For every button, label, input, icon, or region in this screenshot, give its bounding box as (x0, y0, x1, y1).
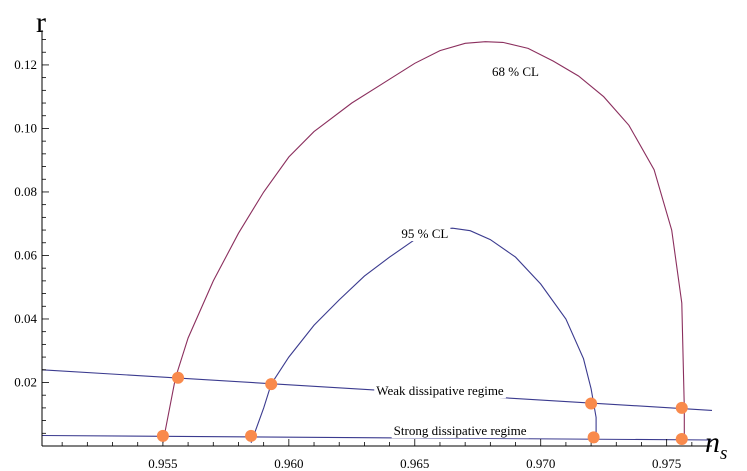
annotation-background (374, 383, 506, 399)
x-axis-title-sub: s (720, 443, 727, 464)
x-axis-title-main: n (705, 426, 720, 459)
annotation-background (490, 64, 542, 80)
intersection-point (265, 378, 278, 391)
x-axis-title: ns (705, 426, 727, 464)
y-tick-label: 0.02 (14, 374, 37, 389)
annotation-background (399, 226, 451, 241)
y-tick-label: 0.12 (14, 57, 37, 72)
y-tick-label: 0.10 (14, 120, 37, 135)
x-tick-label: 0.965 (400, 456, 429, 471)
x-tick-label: 0.970 (526, 456, 555, 471)
intersection-point (675, 433, 688, 446)
intersection-point (585, 397, 598, 410)
intersection-point (172, 371, 185, 384)
annotation-0: 68 % CL (492, 64, 539, 79)
labels-layer: 68 % CL 95 % CL Weak dissipative regime Str… (374, 64, 542, 439)
intersection-point (675, 401, 688, 414)
x-tick-label: 0.955 (148, 456, 177, 471)
series-line-3 (41, 434, 713, 441)
annotation-3: Strong dissipative regime (394, 423, 527, 438)
intersection-point (156, 429, 169, 442)
y-tick-label: 0.06 (14, 247, 37, 262)
intersection-point (587, 431, 600, 444)
y-tick-label: 0.04 (14, 311, 37, 326)
x-tick-label: 0.960 (274, 456, 303, 471)
y-tick-label: 0.08 (14, 184, 37, 199)
annotation-2: Weak dissipative regime (376, 383, 504, 398)
y-axis-title: r (36, 6, 46, 39)
series-line-1 (250, 227, 597, 443)
x-tick-label: 0.975 (652, 456, 681, 471)
annotation-1: 95 % CL (401, 226, 448, 241)
intersection-point (245, 429, 258, 442)
annotation-background (391, 423, 529, 439)
points-layer (156, 371, 688, 446)
series-line-0 (162, 41, 685, 443)
axes-layer: 0.955 0.960 0.965 0.970 0.975 0.02 0.04 0.06 0.0… (14, 30, 712, 471)
